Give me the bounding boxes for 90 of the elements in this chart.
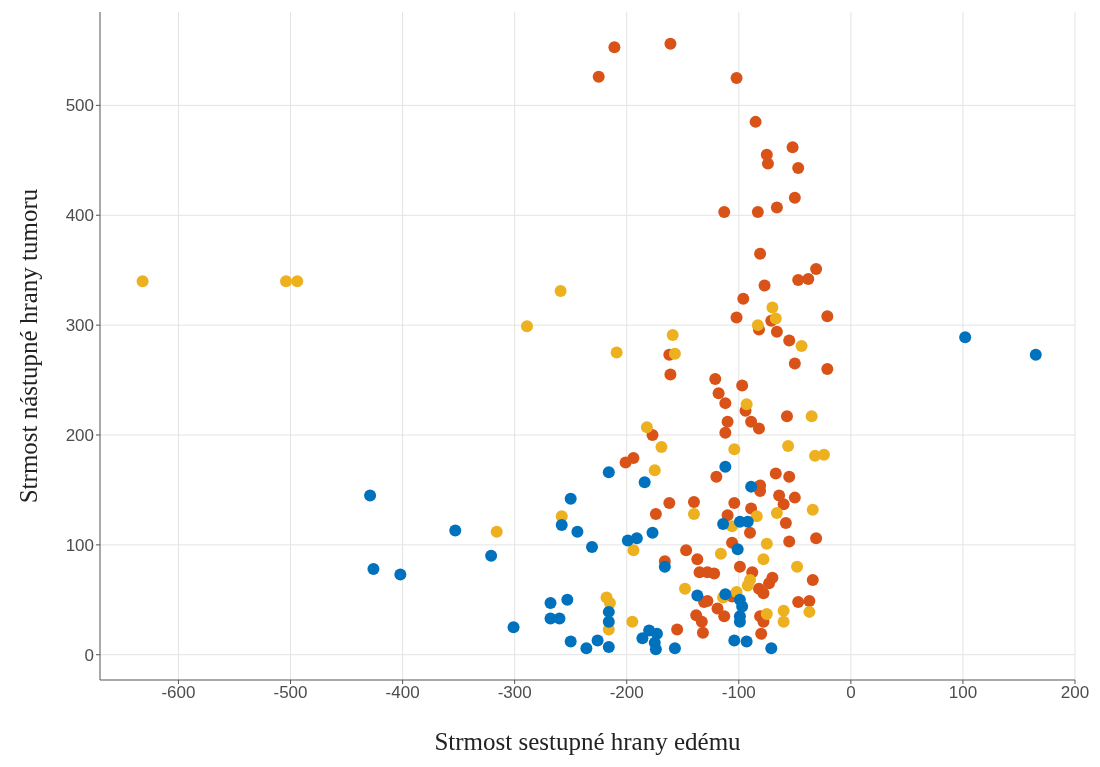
point (736, 600, 749, 613)
point (714, 547, 727, 560)
point (687, 508, 700, 521)
point (1029, 348, 1042, 361)
point (520, 320, 533, 333)
point (544, 597, 557, 610)
x-tick-label: -400 (385, 683, 420, 703)
x-tick-label: -200 (609, 683, 644, 703)
x-tick-label: -500 (273, 683, 308, 703)
point (803, 605, 816, 618)
point (571, 525, 584, 538)
point (554, 285, 567, 298)
point (741, 579, 754, 592)
point (367, 563, 380, 576)
y-tick-label: 100 (65, 535, 94, 555)
point (782, 439, 795, 452)
point (806, 503, 819, 516)
point (728, 634, 741, 647)
point (602, 605, 615, 618)
point (745, 480, 758, 493)
point (740, 398, 753, 411)
point (553, 612, 566, 625)
x-tick-label: -600 (161, 683, 196, 703)
x-tick-label: 100 (948, 683, 978, 703)
point (728, 443, 741, 456)
point (280, 275, 293, 288)
point (630, 532, 643, 545)
point (561, 593, 574, 606)
point (679, 582, 691, 595)
point (777, 615, 790, 628)
point (626, 615, 639, 628)
point (602, 466, 615, 479)
point (580, 642, 593, 655)
point (668, 347, 681, 360)
point (769, 312, 782, 325)
point (136, 275, 149, 288)
y-tick-label: 200 (65, 426, 94, 446)
point (770, 507, 783, 519)
point (791, 560, 804, 573)
y-tick-label: 300 (65, 316, 94, 336)
point (777, 604, 790, 617)
x-axis-title: Strmost sestupné hrany edému (434, 728, 742, 755)
y-tick-label: 0 (84, 645, 94, 665)
point (394, 568, 407, 581)
point (564, 492, 577, 505)
point (602, 615, 615, 628)
x-tick-label: 0 (846, 683, 856, 703)
point (627, 544, 640, 557)
point (449, 524, 462, 537)
point (766, 301, 779, 314)
point (795, 340, 808, 352)
point (564, 635, 577, 648)
x-tick-label: -100 (721, 683, 756, 703)
point (638, 476, 651, 489)
y-axis-title: Strmost nástupné hrany tumoru (14, 188, 42, 504)
point (719, 460, 732, 473)
point (485, 549, 498, 562)
point (666, 329, 679, 342)
point (760, 537, 773, 550)
point (602, 641, 615, 654)
point (740, 635, 753, 648)
point (364, 489, 377, 502)
point (751, 319, 764, 332)
y-tick-label: 500 (65, 96, 94, 116)
y-tick-label: 400 (65, 206, 94, 226)
x-tick-label: 200 (1060, 683, 1090, 703)
point (757, 553, 770, 566)
point (760, 608, 773, 621)
point (655, 441, 668, 454)
point (805, 410, 818, 423)
point (636, 632, 649, 645)
point (291, 275, 304, 288)
point (668, 642, 681, 655)
point (610, 346, 623, 359)
point (646, 526, 659, 539)
point (507, 621, 520, 634)
point (658, 560, 671, 573)
point (591, 634, 604, 647)
point (490, 525, 503, 538)
point (765, 642, 778, 655)
x-tick-label: -300 (497, 683, 532, 703)
point (717, 517, 730, 530)
point (648, 464, 661, 477)
point (555, 519, 568, 532)
point (585, 541, 598, 554)
point (731, 543, 744, 556)
point (691, 589, 704, 602)
point (959, 331, 972, 344)
point (640, 421, 653, 434)
point (750, 510, 763, 523)
